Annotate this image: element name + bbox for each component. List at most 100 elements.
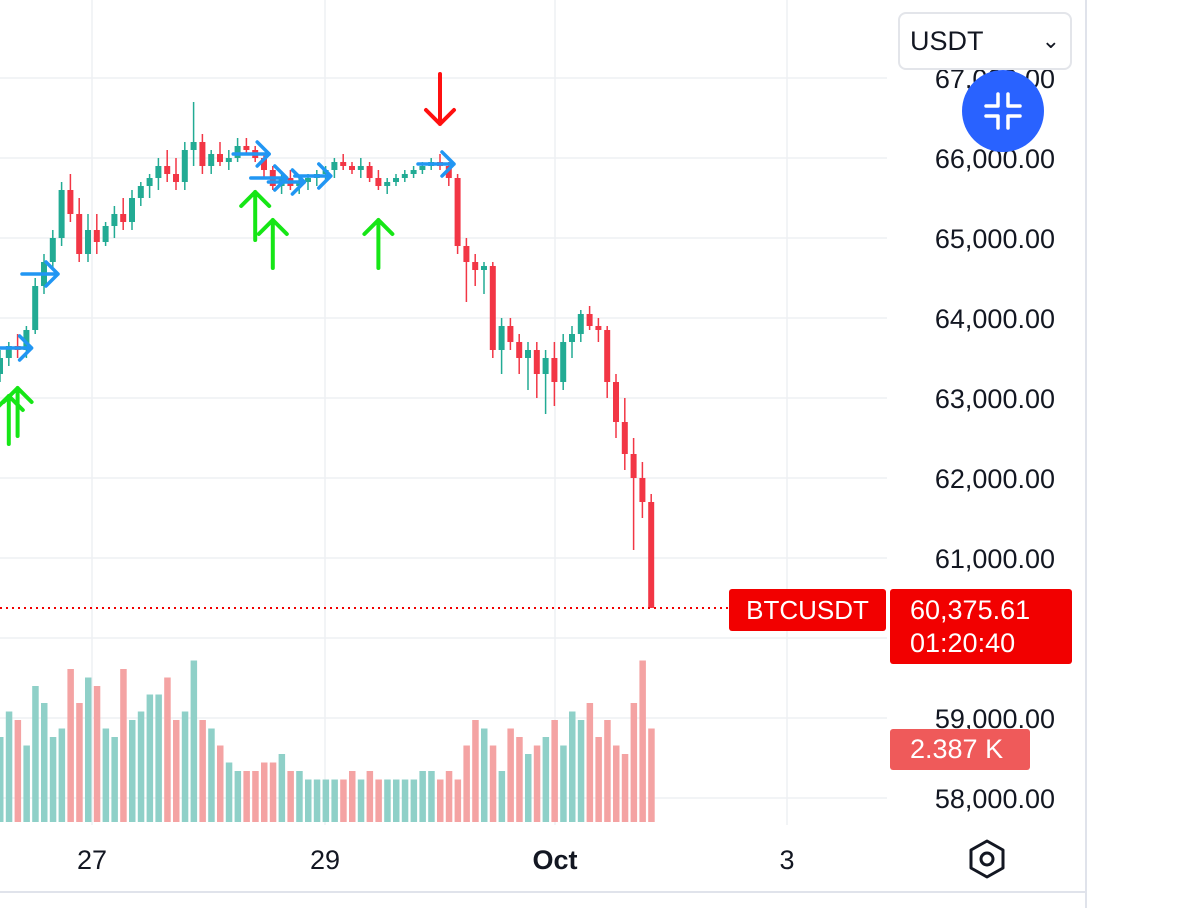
volume-bar [146, 694, 154, 822]
volume-bar [287, 771, 294, 822]
volume-bar [173, 720, 180, 822]
hold-signal-arrow [416, 150, 456, 178]
volume-bar [225, 762, 233, 822]
volume-bar [542, 737, 550, 822]
candle-body [85, 230, 91, 254]
volume-bar [313, 779, 321, 822]
volume-bar [366, 771, 374, 822]
volume-bar [190, 660, 198, 822]
settings-hexagon-icon [969, 839, 1005, 879]
hold-signal-arrow [293, 162, 333, 190]
symbol-label: BTCUSDT [729, 589, 886, 631]
volume-bar [155, 694, 162, 822]
volume-bar [410, 779, 418, 822]
volume-bar [234, 771, 242, 822]
candle-body [120, 214, 127, 222]
collapse-icon [984, 92, 1022, 130]
candle-body [542, 358, 549, 374]
candle-body [445, 166, 452, 178]
volume-bar [181, 711, 189, 822]
volume-bar [437, 779, 444, 822]
volume-bar [217, 745, 224, 822]
volume-bar [445, 771, 453, 822]
candle-body [102, 226, 109, 242]
candle-body [410, 170, 417, 174]
candle-body [137, 186, 144, 198]
volume-bar [49, 737, 57, 822]
candle-body [261, 158, 267, 170]
volume-bar [401, 779, 409, 822]
candle-body [621, 422, 628, 454]
candle-body [489, 266, 496, 350]
volume-bar [393, 779, 400, 822]
volume-bar [507, 728, 514, 822]
volume-bar [428, 771, 435, 822]
volume-bar [76, 703, 83, 822]
volume-bar [569, 711, 576, 822]
currency-select[interactable]: USDT ⌄ [898, 12, 1072, 70]
candle-body [648, 502, 655, 608]
candle-body [525, 350, 531, 358]
candle-body [604, 330, 611, 382]
volume-bar [85, 677, 92, 822]
volume-bar [0, 737, 4, 822]
candle-body [393, 178, 399, 182]
candle-body [243, 146, 250, 150]
collapse-button[interactable] [962, 70, 1044, 152]
candle-body [516, 342, 523, 358]
volume-bar [111, 737, 118, 822]
candle-body [375, 178, 382, 186]
volume-bar [454, 779, 462, 822]
candle-body [401, 174, 408, 178]
volume-bar [261, 762, 268, 822]
candle-body [463, 246, 470, 262]
candle-body [146, 178, 153, 186]
chevron-down-icon: ⌄ [1041, 28, 1060, 53]
axes: 66,000.0065,000.0064,000.0063,000.0062,0… [0, 0, 1087, 908]
volume-bar [58, 728, 66, 822]
volume-bar [296, 771, 303, 822]
hold-signal-arrow [0, 334, 34, 362]
candle-body [67, 190, 74, 214]
volume-bar [481, 728, 488, 822]
candle-body [481, 266, 487, 270]
candle-body [507, 326, 514, 342]
candle-body [639, 478, 646, 502]
time-tick-label: Oct [532, 845, 577, 875]
volume-bar [533, 745, 541, 822]
candle-body [357, 166, 364, 170]
signal-arrows [0, 72, 456, 446]
candle-body [454, 178, 461, 246]
candle-body [630, 454, 637, 478]
volume-bar [41, 703, 48, 822]
buy-signal-arrow [362, 218, 395, 270]
volume-bar [93, 686, 101, 822]
volume-bar [357, 779, 365, 822]
time-tick-label: 29 [310, 845, 340, 875]
chart-settings-button[interactable] [966, 838, 1008, 880]
candle-body [155, 166, 162, 178]
candle-body [173, 174, 179, 182]
volume-bar [243, 771, 250, 822]
price-tick-label: 65,000.00 [935, 224, 1055, 254]
candle-body [5, 346, 12, 358]
candle-body [569, 334, 575, 342]
volume-bar [595, 737, 602, 822]
volume-bar [560, 745, 567, 822]
candle-body [498, 326, 505, 350]
volume-bar [322, 779, 330, 822]
volume-bar [137, 711, 145, 822]
volume-bar [604, 720, 611, 822]
candle-body [419, 166, 426, 170]
candle-body [234, 146, 241, 158]
last-price-label: 60,375.61 01:20:40 [890, 589, 1072, 664]
candle-body [93, 230, 100, 242]
volume-bar [331, 779, 338, 822]
volume-bar [340, 779, 347, 822]
candle-body [533, 350, 540, 374]
volume-bar [129, 720, 136, 822]
volume-bar [14, 720, 22, 822]
candle-body [560, 342, 567, 382]
chart-grid [0, 0, 887, 825]
